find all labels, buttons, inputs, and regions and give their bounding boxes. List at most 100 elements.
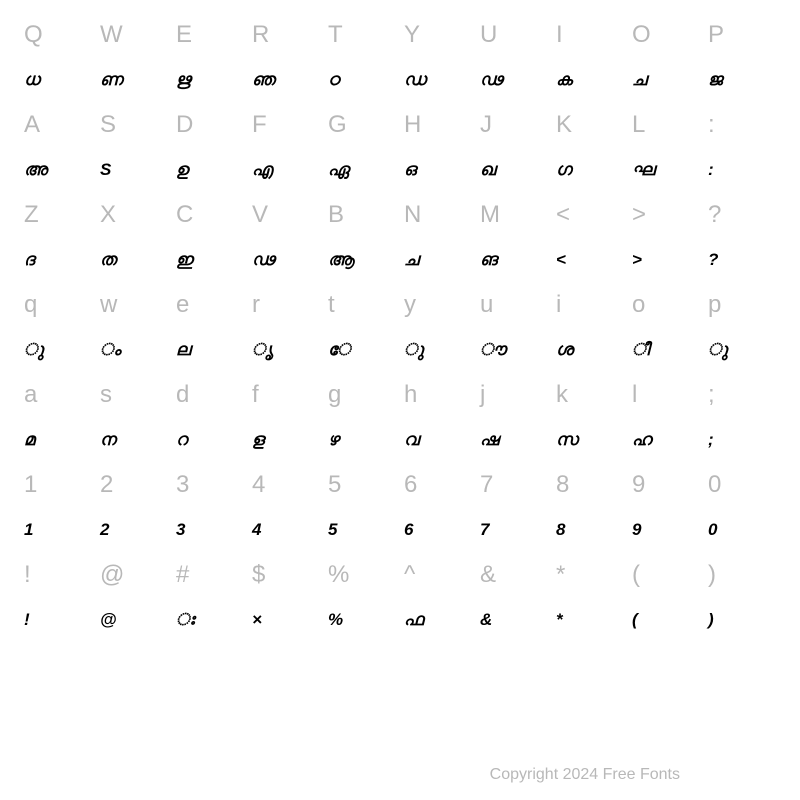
glyph-char: × <box>248 597 324 642</box>
copyright-text: Copyright 2024 Free Fonts <box>490 766 680 784</box>
glyph-char: ഠ <box>324 57 400 102</box>
ref-char: l <box>628 372 704 417</box>
ref-char: 4 <box>248 462 324 507</box>
glyph-char: ഏ <box>324 147 400 192</box>
ref-char: ! <box>20 552 96 597</box>
ref-char: Z <box>20 192 96 237</box>
ref-char: O <box>628 12 704 57</box>
glyph-char: ച <box>628 57 704 102</box>
ref-char: U <box>476 12 552 57</box>
ref-char: h <box>400 372 476 417</box>
glyph-char: ു <box>704 327 780 372</box>
glyph-char: ? <box>704 237 780 282</box>
ref-char: X <box>96 192 172 237</box>
glyph-char: > <box>628 237 704 282</box>
ref-char: g <box>324 372 400 417</box>
ref-char: & <box>476 552 552 597</box>
glyph-char: 2 <box>96 507 172 552</box>
ref-char: 8 <box>552 462 628 507</box>
glyph-char: ൗ <box>476 327 552 372</box>
ref-char: y <box>400 282 476 327</box>
glyph-char: ഇ <box>172 237 248 282</box>
ref-char: ) <box>704 552 780 597</box>
glyph-char: മ <box>20 417 96 462</box>
ref-char: P <box>704 12 780 57</box>
glyph-char: ഉ <box>172 147 248 192</box>
ref-char: 0 <box>704 462 780 507</box>
glyph-char: ണ <box>96 57 172 102</box>
glyph-char: % <box>324 597 400 642</box>
ref-char: L <box>628 102 704 147</box>
font-character-map: QWERTYUIOPധണഋഞഠഡഢകചജASDFGHJKL:അSഉഎഏഒഖഗഘ:… <box>20 12 780 642</box>
glyph-char: 4 <box>248 507 324 552</box>
glyph-char: ള <box>248 417 324 462</box>
glyph-char: : <box>704 147 780 192</box>
glyph-char: ു <box>20 327 96 372</box>
glyph-char: ജ <box>704 57 780 102</box>
ref-char: < <box>552 192 628 237</box>
glyph-char: ഋ <box>172 57 248 102</box>
ref-char: B <box>324 192 400 237</box>
ref-char: * <box>552 552 628 597</box>
ref-char: t <box>324 282 400 327</box>
ref-char: 3 <box>172 462 248 507</box>
glyph-char: S <box>96 147 172 192</box>
glyph-char: എ <box>248 147 324 192</box>
glyph-char: ങ <box>476 237 552 282</box>
ref-char: R <box>248 12 324 57</box>
ref-char: u <box>476 282 552 327</box>
glyph-char: 1 <box>20 507 96 552</box>
glyph-char: @ <box>96 597 172 642</box>
ref-char: V <box>248 192 324 237</box>
glyph-char: ഡ <box>400 57 476 102</box>
ref-char: G <box>324 102 400 147</box>
glyph-char: ഹ <box>628 417 704 462</box>
ref-char: ? <box>704 192 780 237</box>
ref-char: a <box>20 372 96 417</box>
ref-char: k <box>552 372 628 417</box>
glyph-char: ല <box>172 327 248 372</box>
ref-char: o <box>628 282 704 327</box>
ref-char: I <box>552 12 628 57</box>
ref-char: > <box>628 192 704 237</box>
glyph-char: ( <box>628 597 704 642</box>
glyph-char: ഷ <box>476 417 552 462</box>
ref-char: K <box>552 102 628 147</box>
ref-char: E <box>172 12 248 57</box>
ref-char: @ <box>96 552 172 597</box>
glyph-char: റ <box>172 417 248 462</box>
ref-char: s <box>96 372 172 417</box>
ref-char: A <box>20 102 96 147</box>
glyph-char: ഫ <box>400 597 476 642</box>
glyph-char: ദ <box>20 237 96 282</box>
ref-char: S <box>96 102 172 147</box>
ref-char: % <box>324 552 400 597</box>
ref-char: N <box>400 192 476 237</box>
ref-char: 6 <box>400 462 476 507</box>
ref-char: q <box>20 282 96 327</box>
glyph-char: ഒ <box>400 147 476 192</box>
glyph-char: ു <box>400 327 476 372</box>
ref-char: 5 <box>324 462 400 507</box>
ref-char: 1 <box>20 462 96 507</box>
glyph-char: ; <box>704 417 780 462</box>
glyph-char: ശ <box>552 327 628 372</box>
ref-char: # <box>172 552 248 597</box>
glyph-char: ച <box>400 237 476 282</box>
ref-char: ; <box>704 372 780 417</box>
ref-char: F <box>248 102 324 147</box>
ref-char: M <box>476 192 552 237</box>
glyph-char: ഘ <box>628 147 704 192</box>
ref-char: D <box>172 102 248 147</box>
ref-char: W <box>96 12 172 57</box>
ref-char: j <box>476 372 552 417</box>
ref-char: : <box>704 102 780 147</box>
glyph-char: 5 <box>324 507 400 552</box>
glyph-char: 7 <box>476 507 552 552</box>
ref-char: r <box>248 282 324 327</box>
glyph-char: 8 <box>552 507 628 552</box>
ref-char: Y <box>400 12 476 57</box>
glyph-char: േ <box>324 327 400 372</box>
glyph-char: ഢ <box>248 237 324 282</box>
ref-char: i <box>552 282 628 327</box>
